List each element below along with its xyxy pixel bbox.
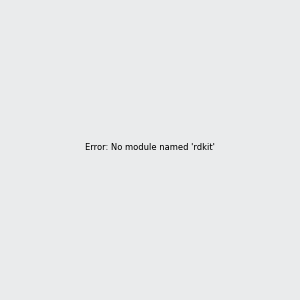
Text: Error: No module named 'rdkit': Error: No module named 'rdkit' xyxy=(85,143,215,152)
